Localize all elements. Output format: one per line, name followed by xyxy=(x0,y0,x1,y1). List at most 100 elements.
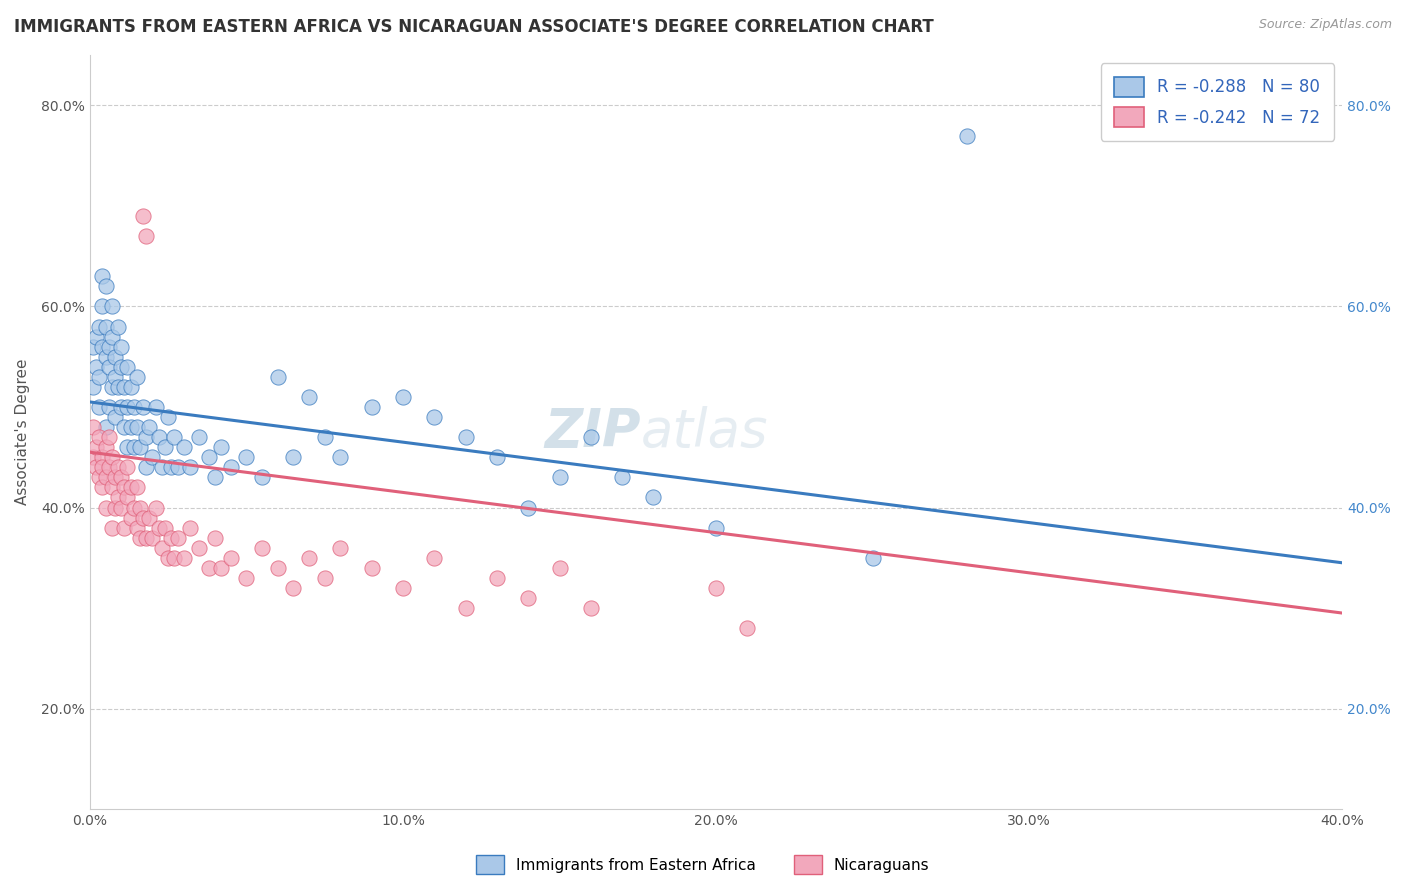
Point xyxy=(135,531,157,545)
Point xyxy=(97,430,120,444)
Point xyxy=(579,430,602,444)
Point xyxy=(219,550,242,565)
Point xyxy=(235,571,257,585)
Point xyxy=(110,340,132,354)
Point xyxy=(329,450,352,465)
Point xyxy=(548,470,571,484)
Point xyxy=(209,440,232,454)
Point xyxy=(94,319,117,334)
Point xyxy=(704,581,727,595)
Point xyxy=(91,480,114,494)
Point xyxy=(91,460,114,475)
Point xyxy=(157,550,180,565)
Point xyxy=(107,380,129,394)
Point xyxy=(454,601,477,615)
Point xyxy=(120,510,142,524)
Point xyxy=(160,531,183,545)
Point xyxy=(138,510,160,524)
Point xyxy=(110,359,132,374)
Point xyxy=(198,561,221,575)
Point xyxy=(89,470,111,484)
Point xyxy=(166,531,188,545)
Point xyxy=(97,340,120,354)
Point xyxy=(141,531,163,545)
Point xyxy=(138,420,160,434)
Point xyxy=(104,350,127,364)
Point xyxy=(100,300,122,314)
Point xyxy=(100,480,122,494)
Point xyxy=(160,460,183,475)
Point xyxy=(82,450,104,465)
Point xyxy=(955,128,977,143)
Point xyxy=(84,329,107,343)
Legend: Immigrants from Eastern Africa, Nicaraguans: Immigrants from Eastern Africa, Nicaragu… xyxy=(471,849,935,880)
Text: atlas: atlas xyxy=(641,406,769,458)
Point xyxy=(267,369,290,384)
Point xyxy=(517,591,540,605)
Point xyxy=(120,480,142,494)
Point xyxy=(179,520,201,534)
Point xyxy=(84,440,107,454)
Point xyxy=(122,400,145,414)
Point xyxy=(91,450,114,465)
Point xyxy=(141,450,163,465)
Point xyxy=(97,400,120,414)
Point xyxy=(120,380,142,394)
Point xyxy=(314,430,336,444)
Point xyxy=(360,400,382,414)
Point xyxy=(173,550,195,565)
Point xyxy=(112,520,135,534)
Point xyxy=(360,561,382,575)
Point xyxy=(209,561,232,575)
Point xyxy=(145,400,167,414)
Y-axis label: Associate's Degree: Associate's Degree xyxy=(15,359,30,506)
Point xyxy=(94,470,117,484)
Point xyxy=(117,440,139,454)
Point xyxy=(94,350,117,364)
Point xyxy=(84,359,107,374)
Point xyxy=(392,390,415,404)
Point xyxy=(104,500,127,515)
Point xyxy=(150,541,173,555)
Point xyxy=(704,520,727,534)
Point xyxy=(135,229,157,244)
Point xyxy=(173,440,195,454)
Point xyxy=(517,500,540,515)
Point xyxy=(125,369,148,384)
Point xyxy=(89,430,111,444)
Point xyxy=(548,561,571,575)
Point xyxy=(204,470,226,484)
Point xyxy=(423,550,446,565)
Point xyxy=(153,520,176,534)
Point xyxy=(148,430,170,444)
Point xyxy=(91,300,114,314)
Point xyxy=(104,470,127,484)
Point xyxy=(148,520,170,534)
Point xyxy=(89,400,111,414)
Point xyxy=(125,520,148,534)
Point xyxy=(132,400,155,414)
Text: Source: ZipAtlas.com: Source: ZipAtlas.com xyxy=(1258,18,1392,31)
Point xyxy=(283,450,305,465)
Point xyxy=(579,601,602,615)
Point xyxy=(219,460,242,475)
Point xyxy=(188,541,211,555)
Point xyxy=(125,420,148,434)
Point xyxy=(423,410,446,425)
Point xyxy=(485,571,508,585)
Point xyxy=(94,440,117,454)
Point xyxy=(110,400,132,414)
Point xyxy=(862,550,884,565)
Point xyxy=(163,550,186,565)
Point xyxy=(104,410,127,425)
Point xyxy=(392,581,415,595)
Point xyxy=(267,561,290,575)
Point xyxy=(91,340,114,354)
Point xyxy=(298,550,321,565)
Point xyxy=(82,420,104,434)
Point xyxy=(235,450,257,465)
Point xyxy=(737,621,759,635)
Point xyxy=(110,500,132,515)
Point xyxy=(157,410,180,425)
Text: IMMIGRANTS FROM EASTERN AFRICA VS NICARAGUAN ASSOCIATE'S DEGREE CORRELATION CHAR: IMMIGRANTS FROM EASTERN AFRICA VS NICARA… xyxy=(14,18,934,36)
